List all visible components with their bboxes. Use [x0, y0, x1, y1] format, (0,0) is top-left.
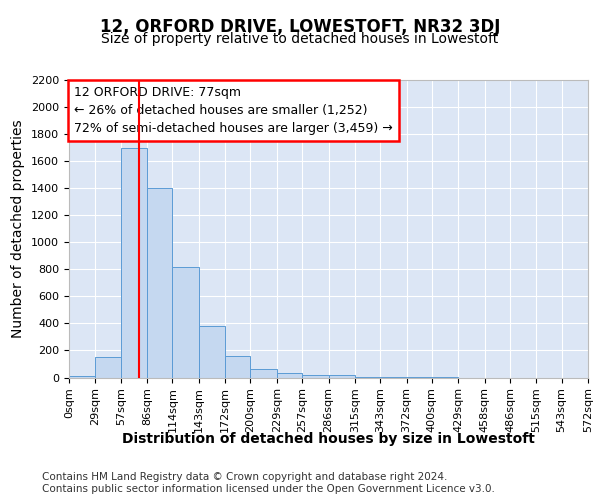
Text: Distribution of detached houses by size in Lowestoft: Distribution of detached houses by size … [122, 432, 535, 446]
Text: Size of property relative to detached houses in Lowestoft: Size of property relative to detached ho… [101, 32, 499, 46]
Bar [69, 376, 95, 378]
Text: Contains HM Land Registry data © Crown copyright and database right 2024.: Contains HM Land Registry data © Crown c… [42, 472, 448, 482]
Bar [329, 375, 355, 378]
Bar [121, 148, 147, 378]
Text: 12, ORFORD DRIVE, LOWESTOFT, NR32 3DJ: 12, ORFORD DRIVE, LOWESTOFT, NR32 3DJ [100, 18, 500, 36]
Text: Contains public sector information licensed under the Open Government Licence v3: Contains public sector information licen… [42, 484, 495, 494]
Bar [95, 357, 121, 378]
Bar [172, 266, 199, 378]
Bar [277, 374, 302, 378]
Bar [199, 326, 225, 378]
Y-axis label: Number of detached properties: Number of detached properties [11, 120, 25, 338]
Bar [355, 377, 380, 378]
Bar [302, 375, 329, 378]
Bar [225, 356, 250, 378]
Bar [250, 370, 277, 378]
Bar [147, 188, 172, 378]
Text: 12 ORFORD DRIVE: 77sqm
← 26% of detached houses are smaller (1,252)
72% of semi-: 12 ORFORD DRIVE: 77sqm ← 26% of detached… [74, 86, 393, 135]
